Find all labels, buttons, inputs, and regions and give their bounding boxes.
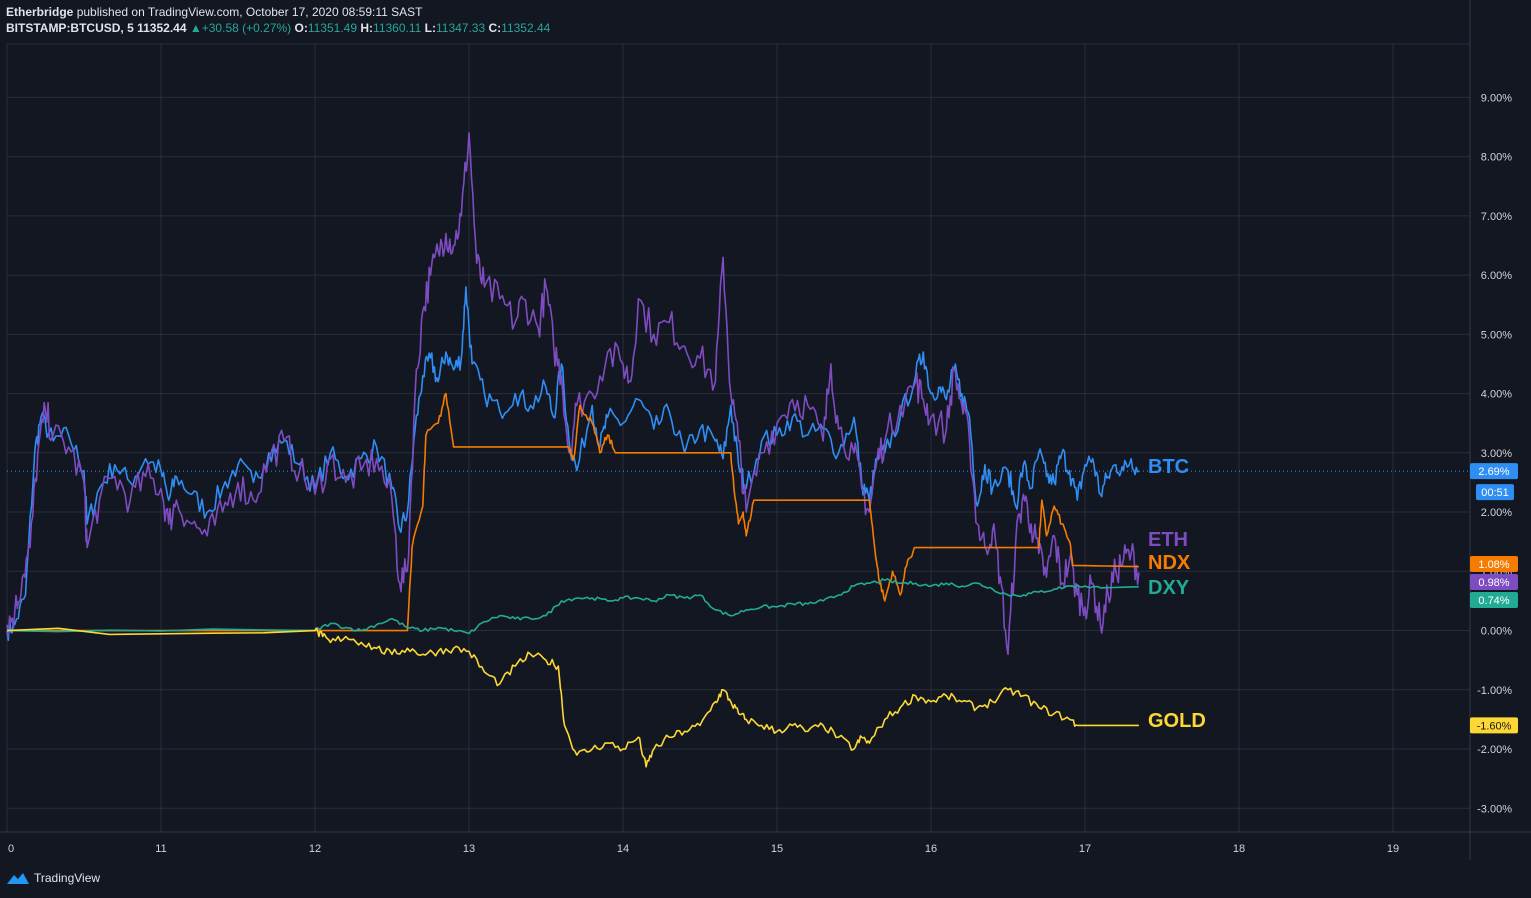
y-tick-label: -3.00%	[1477, 803, 1512, 815]
x-tick-label: 19	[1387, 843, 1399, 855]
x-tick-label: 12	[309, 843, 321, 855]
value-badge-text: 1.08%	[1478, 559, 1509, 571]
y-tick-label: -1.00%	[1477, 685, 1512, 697]
author-name: Etherbridge	[6, 5, 74, 19]
value-badge-text: 0.98%	[1478, 577, 1509, 589]
series-label-eth: ETH	[1148, 529, 1188, 551]
value-badge-text: 0.74%	[1478, 595, 1509, 607]
low-value: 11347.33	[435, 21, 486, 35]
value-badge-gold	[1470, 717, 1518, 734]
value-badge-text: -1.60%	[1477, 720, 1512, 732]
y-tick-label: 2.00%	[1481, 507, 1512, 519]
value-badge-dxy	[1470, 592, 1518, 608]
bar-countdown-text: 00:51	[1481, 487, 1509, 499]
x-tick-label: 0	[8, 843, 14, 855]
published-text: published on TradingView.com, October 17…	[76, 5, 423, 19]
high-value: 11360.11	[373, 21, 422, 35]
up-arrow-icon: ▲	[189, 21, 202, 35]
y-tick-label: 7.00%	[1481, 211, 1512, 223]
x-tick-label: 17	[1079, 843, 1091, 855]
y-tick-label: 9.00%	[1481, 92, 1512, 104]
series-line-gold[interactable]	[6, 627, 1139, 768]
close-value: 11352.44	[501, 21, 551, 35]
x-tick-label: 16	[925, 843, 937, 855]
y-tick-label: 0.00%	[1481, 626, 1512, 638]
y-tick-label: 3.00%	[1481, 448, 1512, 460]
tradingview-logo-icon	[7, 873, 29, 884]
y-tick-label: -2.00%	[1477, 744, 1512, 756]
series-line-ndx[interactable]	[7, 392, 1139, 632]
publish-line: Etherbridge published on TradingView.com…	[6, 4, 550, 20]
open-value: 11351.49	[307, 21, 358, 35]
series-line-dxy[interactable]	[6, 578, 1139, 635]
last-price: 11352.44	[137, 21, 187, 35]
high-label: H:	[360, 21, 374, 35]
series-line-eth[interactable]	[6, 132, 1140, 656]
low-label: L:	[424, 21, 436, 35]
series-lines	[6, 132, 1140, 768]
value-badge-text: 2.69%	[1478, 466, 1509, 478]
y-tick-label: 8.00%	[1481, 152, 1512, 164]
ohlc-line: BITSTAMP:BTCUSD, 5 11352.44 ▲+30.58 (+0.…	[6, 20, 550, 36]
y-tick-label: 5.00%	[1481, 329, 1512, 341]
series-label-gold: GOLD	[1148, 710, 1206, 732]
chart-axes: 9.00% 8.00% 7.00% 6.00% 5.00% 4.00% 3.00% 2.00%…	[0, 0, 1531, 860]
y-tick-label: 4.00%	[1481, 389, 1512, 401]
x-tick-label: 15	[771, 843, 783, 855]
open-label: O:	[294, 21, 308, 35]
value-badge-btc	[1470, 463, 1518, 480]
x-tick-label: 14	[617, 843, 629, 855]
symbol-label: BITSTAMP:BTCUSD, 5	[6, 21, 134, 35]
tradingview-brand[interactable]: TradingView	[6, 871, 100, 885]
series-label-dxy: DXY	[1148, 577, 1190, 599]
series-label-ndx: NDX	[1148, 552, 1191, 574]
brand-name: TradingView	[34, 871, 101, 885]
value-badge-eth	[1470, 574, 1518, 590]
series-label-btc: BTC	[1148, 456, 1189, 478]
chart-header: Etherbridge published on TradingView.com…	[6, 4, 550, 36]
x-tick-label: 13	[463, 843, 475, 855]
bar-countdown-badge	[1476, 484, 1514, 501]
price-change: +30.58 (+0.27%)	[201, 21, 292, 35]
series-line-btc[interactable]	[6, 286, 1140, 641]
x-tick-label: 11	[155, 843, 166, 855]
x-tick-label: 18	[1233, 843, 1245, 855]
y-tick-label: 6.00%	[1481, 270, 1512, 282]
value-badge-ndx	[1470, 556, 1518, 572]
close-label: C:	[488, 21, 502, 35]
